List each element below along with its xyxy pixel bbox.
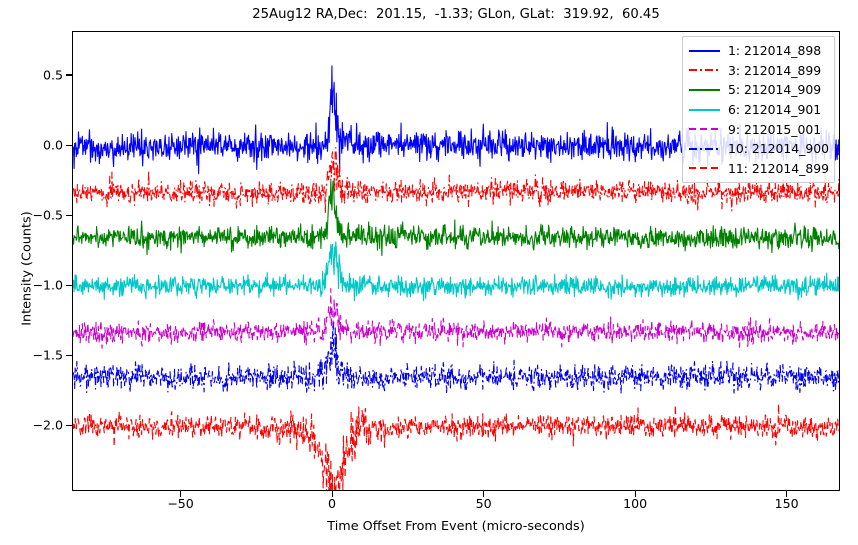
- x-tick-label: 150: [774, 496, 799, 511]
- legend-line-swatch: [688, 45, 721, 57]
- y-tick-label: 0.5: [42, 67, 63, 83]
- legend-item[interactable]: 10: 212014_900: [688, 139, 829, 159]
- x-tick-mark: [786, 491, 788, 497]
- trace-line: [73, 289, 840, 349]
- legend-label: 3: 212014_899: [728, 62, 822, 78]
- legend-item[interactable]: 3: 212014_899: [688, 61, 829, 81]
- legend-item[interactable]: 11: 212014_899: [688, 159, 829, 179]
- legend-item[interactable]: 1: 212014_898: [688, 41, 829, 61]
- y-tick-mark: [66, 74, 72, 76]
- x-axis-label: Time Offset From Event (micro-seconds): [327, 519, 585, 534]
- y-tick-mark: [66, 424, 72, 426]
- legend-item[interactable]: 5: 212014_909: [688, 80, 829, 100]
- x-tick-label: 50: [475, 496, 492, 511]
- legend-label: 1: 212014_898: [728, 43, 822, 59]
- legend-line-swatch: [688, 143, 721, 155]
- y-tick-label: −2.0: [32, 417, 63, 433]
- legend-label: 5: 212014_909: [728, 82, 822, 98]
- y-tick-mark: [66, 284, 72, 286]
- y-tick-mark: [66, 354, 72, 356]
- legend: 1: 212014_898 3: 212014_899 5: 212014_909 6…: [682, 36, 835, 184]
- y-axis-tick-labels: 0.5 0.0 −0.5 −1.0 −1.5 −2.0: [0, 0, 63, 545]
- y-tick-label: −0.5: [32, 207, 63, 223]
- y-tick-mark: [66, 214, 72, 216]
- y-tick-label: −1.5: [32, 347, 63, 363]
- trace-line: [73, 148, 840, 213]
- trace-line: [73, 242, 840, 301]
- x-tick-mark: [331, 491, 333, 497]
- trace-line: [73, 179, 840, 255]
- legend-item[interactable]: 9: 212015_001: [688, 119, 829, 139]
- page-title: 25Aug12 RA,Dec: 201.15, -1.33; GLon, GLa…: [252, 7, 660, 22]
- trace-series-group: [73, 32, 840, 491]
- y-tick-label: 0.0: [42, 137, 63, 153]
- legend-line-swatch: [688, 84, 721, 96]
- y-tick-mark: [66, 144, 72, 146]
- y-axis-label: Intensity (Counts): [19, 211, 35, 326]
- x-tick-mark: [634, 491, 636, 497]
- trace-line: [73, 404, 840, 491]
- legend-line-swatch: [688, 104, 721, 116]
- x-tick-label: −50: [167, 496, 194, 511]
- legend-line-swatch: [688, 123, 721, 135]
- legend-label: 9: 212015_001: [728, 121, 822, 137]
- x-tick-label: 100: [623, 496, 648, 511]
- x-tick-mark: [483, 491, 485, 497]
- legend-line-swatch: [688, 162, 721, 174]
- legend-item[interactable]: 6: 212014_901: [688, 100, 829, 120]
- legend-label: 11: 212014_899: [728, 160, 830, 176]
- y-tick-label: −1.0: [32, 277, 63, 293]
- x-tick-label: 0: [328, 496, 337, 511]
- x-tick-mark: [180, 491, 182, 497]
- legend-line-swatch: [688, 64, 721, 76]
- trace-line: [73, 323, 840, 393]
- legend-label: 6: 212014_901: [728, 102, 822, 118]
- legend-label: 10: 212014_900: [728, 141, 830, 157]
